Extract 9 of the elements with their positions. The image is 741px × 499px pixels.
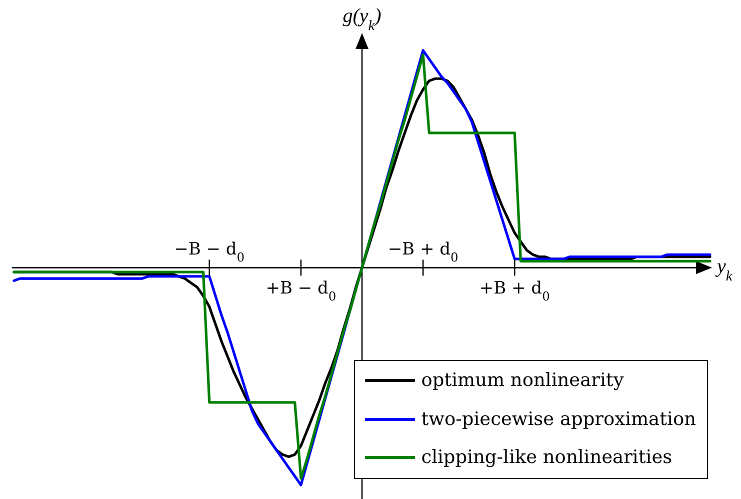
legend-label: optimum nonlinearity	[421, 370, 624, 392]
x-axis-title: y$_{k}$	[715, 256, 733, 285]
x-tick-label: −B + d$_{0}$	[388, 240, 458, 265]
y-axis-title: g(y$_{k}$)	[342, 5, 382, 34]
legend-label: clipping-like nonlinearities	[421, 447, 672, 468]
x-tick-label: −B − d$_{0}$	[174, 240, 245, 265]
x-tick-label: +B + d$_{0}$	[479, 278, 550, 304]
x-tick-label: +B − d$_{0}$	[266, 278, 336, 304]
legend-label: two-piecewise approximation	[421, 408, 696, 430]
